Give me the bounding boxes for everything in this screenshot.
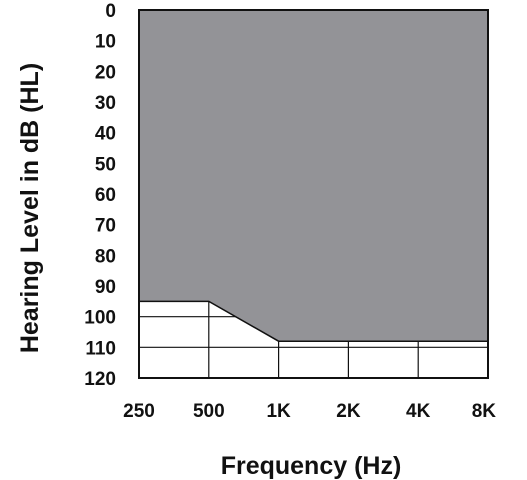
x-tick-label: 1K [266,401,291,422]
y-tick-label: 70 [95,216,116,237]
hearing-area-boundary [139,300,488,342]
y-tick-label: 90 [95,277,116,298]
y-axis-title: Hearing Level in dB (HL) [16,63,44,353]
y-tick-label: 30 [95,93,116,114]
y-axis-ticks: 0 10 20 30 40 50 60 70 80 90 100 110 120 [84,1,116,390]
x-axis-ticks: 250 500 1K 2K 4K 8K [123,401,496,422]
y-tick-label: 40 [95,124,116,145]
x-axis-title: Frequency (Hz) [221,452,402,480]
y-tick-label: 80 [95,246,116,267]
x-tick-label: 4K [406,401,431,422]
x-tick-label: 8K [472,401,497,422]
x-tick-label: 2K [336,401,361,422]
y-tick-label: 50 [95,154,116,175]
y-tick-label: 110 [85,338,116,359]
plot-frame [138,9,489,379]
y-tick-label: 20 [95,62,116,83]
hearing-area-fill [139,10,488,342]
y-tick-label: 0 [105,1,116,22]
y-tick-label: 120 [84,369,116,390]
y-tick-label: 10 [95,32,116,53]
y-tick-label: 100 [84,308,116,329]
x-tick-label: 250 [123,401,155,422]
x-tick-label: 500 [193,401,225,422]
y-tick-label: 60 [95,185,116,206]
